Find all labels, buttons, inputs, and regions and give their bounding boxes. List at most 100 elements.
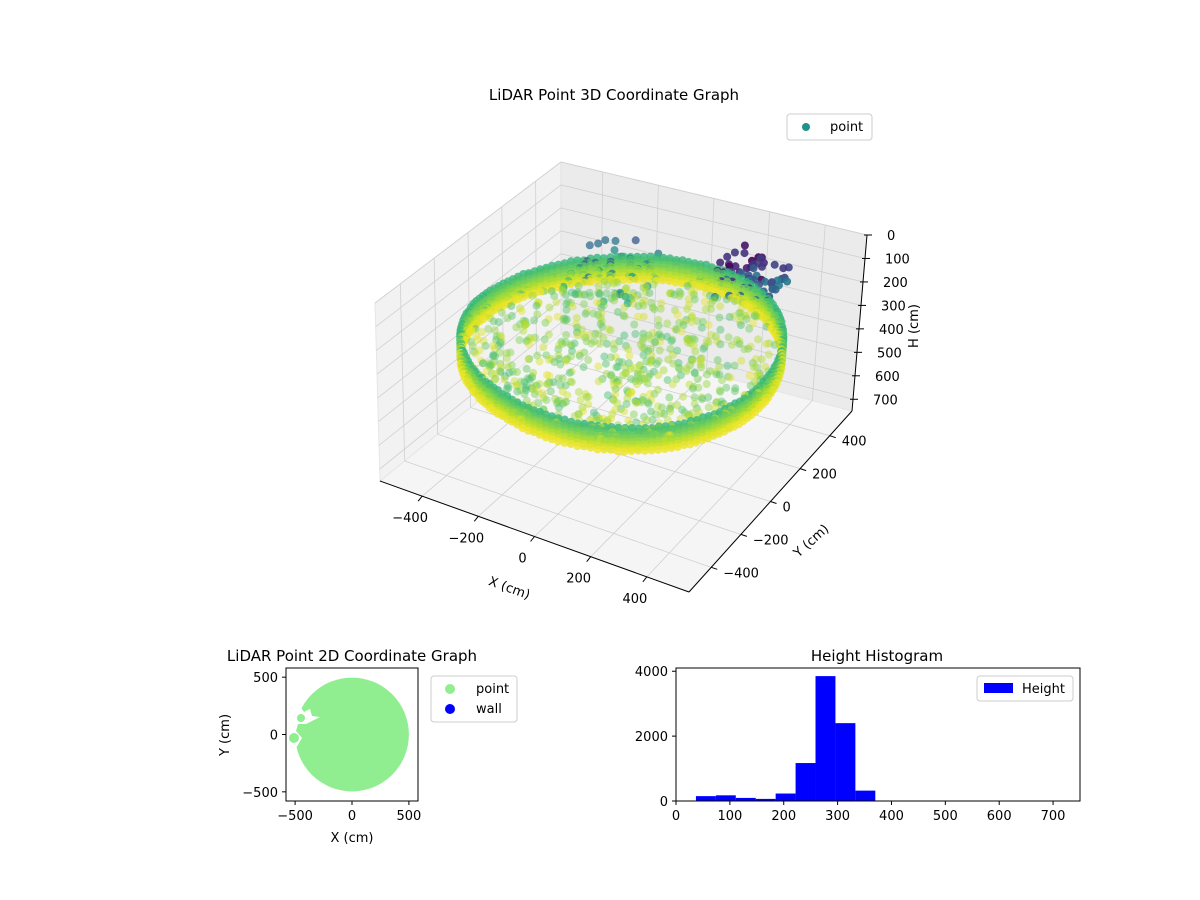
x-tick-label: −400 — [392, 511, 428, 526]
point-marker — [500, 375, 509, 384]
point-marker — [629, 299, 638, 308]
point-marker — [585, 288, 594, 297]
point-marker — [490, 326, 499, 335]
chart3d-zlabel: H (cm) — [907, 304, 922, 348]
point-marker — [748, 359, 757, 367]
point-marker — [560, 314, 569, 323]
point-marker — [690, 399, 699, 408]
point-marker — [690, 335, 699, 344]
point-marker — [545, 303, 554, 312]
point-marker — [554, 351, 563, 360]
point-marker — [683, 338, 692, 347]
point-marker — [663, 332, 672, 341]
point-marker — [534, 387, 543, 396]
point-marker — [725, 312, 734, 321]
point-marker — [598, 414, 607, 423]
point-marker — [608, 395, 617, 404]
point-marker — [749, 264, 758, 273]
hist-legend: Height — [976, 675, 1074, 702]
point-marker — [496, 339, 505, 348]
point-marker — [581, 333, 590, 342]
point-marker — [654, 357, 663, 366]
point-marker — [699, 344, 708, 353]
point-marker — [502, 349, 511, 358]
point-marker — [706, 304, 715, 313]
point-marker — [517, 377, 526, 386]
point-marker — [530, 390, 539, 399]
point-marker — [711, 367, 720, 376]
point-marker — [496, 360, 505, 368]
point-marker — [490, 344, 499, 353]
point-marker — [689, 341, 698, 350]
point-marker — [639, 392, 648, 401]
point-marker — [601, 236, 610, 245]
point-marker — [723, 252, 732, 261]
point-marker — [611, 405, 620, 414]
point-marker — [684, 334, 693, 343]
point-marker — [685, 336, 694, 345]
point-marker — [749, 319, 757, 328]
point-marker — [610, 277, 619, 286]
point-marker — [613, 399, 622, 408]
point-marker — [652, 276, 661, 285]
point-marker — [547, 287, 556, 296]
point-marker — [490, 370, 499, 379]
point-marker — [633, 370, 642, 379]
point-marker — [627, 375, 635, 384]
point-marker — [704, 338, 713, 347]
point-marker — [674, 359, 683, 367]
point-marker — [683, 279, 692, 288]
point-marker — [582, 337, 591, 346]
chart3d-xlabel: X (cm) — [486, 574, 532, 603]
point-marker — [647, 396, 656, 404]
point-marker — [610, 246, 619, 255]
point-marker — [655, 346, 664, 355]
point-marker — [611, 236, 620, 245]
point-marker — [646, 370, 655, 378]
point-marker — [607, 445, 615, 454]
point-marker — [690, 290, 698, 299]
point-marker — [704, 403, 713, 412]
point-marker — [623, 299, 632, 308]
point-marker — [529, 382, 538, 390]
point-marker — [482, 367, 491, 376]
point-marker — [474, 335, 482, 344]
point-disk — [295, 677, 409, 792]
point-marker — [737, 356, 746, 365]
point-marker — [639, 274, 648, 283]
point-marker — [690, 368, 699, 377]
y-tick-label: 0 — [270, 729, 278, 744]
point-marker — [700, 297, 709, 306]
point-marker — [594, 310, 602, 319]
point-marker — [630, 294, 639, 303]
point-marker — [613, 278, 622, 287]
point-marker — [567, 298, 575, 307]
point-marker — [635, 376, 644, 385]
point-marker — [513, 381, 522, 390]
point-marker — [630, 320, 639, 329]
point-marker — [566, 377, 575, 386]
point-marker — [634, 446, 643, 455]
point-marker — [660, 409, 669, 418]
point-marker — [693, 317, 702, 326]
point-marker — [728, 340, 736, 349]
point-marker — [594, 239, 603, 248]
point-marker — [764, 350, 773, 359]
point-marker — [558, 288, 567, 296]
point-marker — [578, 290, 587, 299]
z-tick-label: 500 — [877, 346, 902, 361]
x-tick-label: −500 — [277, 809, 313, 824]
histogram-bar — [775, 793, 796, 801]
point-marker — [668, 335, 677, 344]
point-marker — [663, 376, 672, 385]
height-histogram: Height Histogram 0 100 200 300 400 500 600 7000… — [635, 647, 1081, 824]
point-marker — [503, 314, 512, 323]
point-marker — [676, 289, 685, 298]
point-marker — [643, 398, 652, 406]
point-marker — [730, 387, 739, 396]
lidar-3d-chart: LiDAR Point 3D Coordinate Graph −400 −200… — [374, 86, 922, 607]
point-marker — [541, 318, 550, 327]
point-marker — [599, 276, 608, 285]
point-marker — [631, 236, 640, 245]
point-marker — [660, 445, 669, 453]
